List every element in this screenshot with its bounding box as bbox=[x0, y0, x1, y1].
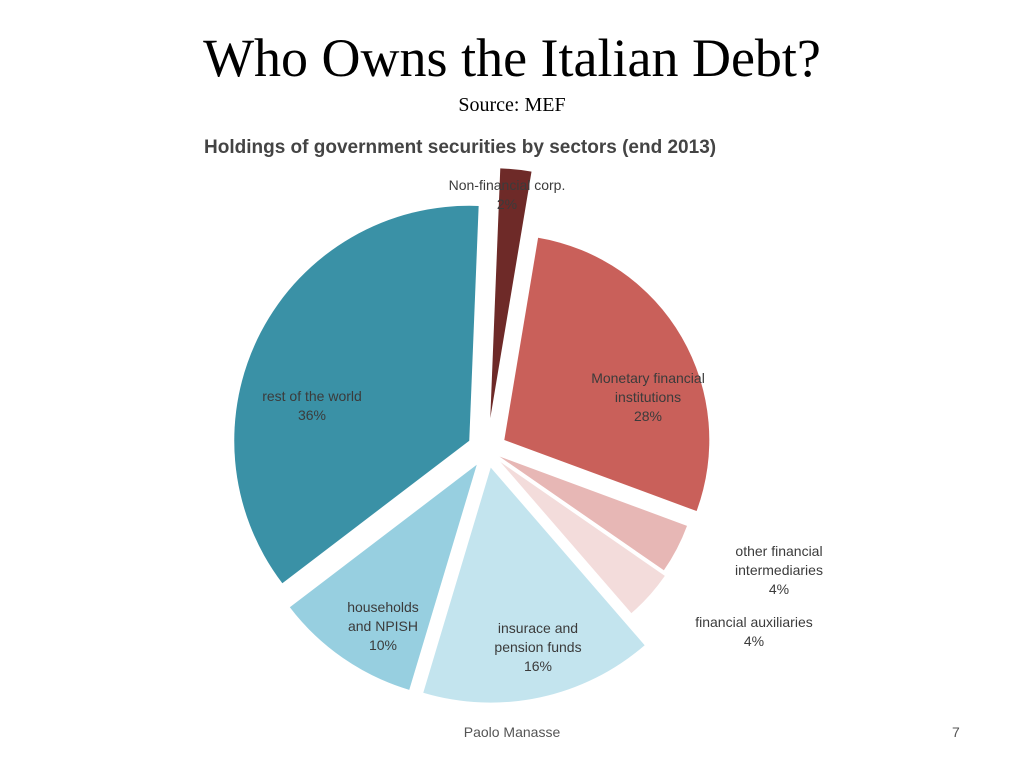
slice-label: households and NPISH 10% bbox=[347, 599, 419, 653]
slice-label: rest of the world 36% bbox=[262, 388, 362, 423]
slice-label: financial auxiliaries 4% bbox=[695, 614, 813, 649]
pie-slice bbox=[289, 464, 477, 690]
slice-label: insurace and pension funds 16% bbox=[494, 620, 581, 674]
slice-label: other financial intermediaries 4% bbox=[735, 543, 823, 597]
pie-slices bbox=[234, 168, 710, 703]
pie-slice bbox=[423, 467, 645, 703]
slice-label: Non-financial corp. 2% bbox=[449, 177, 566, 212]
pie-slice bbox=[234, 205, 479, 584]
slide-subtitle: Source: MEF bbox=[458, 94, 566, 116]
footer-author: Paolo Manasse bbox=[463, 724, 561, 740]
pie-slice bbox=[500, 462, 665, 614]
pie-slice bbox=[504, 237, 710, 512]
chart-title: Holdings of government securities by sec… bbox=[204, 137, 717, 158]
slice-label: Monetary financial institutions 28% bbox=[591, 370, 705, 424]
pie-labels: Non-financial corp. 2% Monetary financial i… bbox=[262, 177, 823, 674]
slide-title: Who Owns the Italian Debt? bbox=[203, 28, 821, 88]
pie-slice bbox=[490, 168, 532, 419]
pie-slice bbox=[499, 456, 688, 571]
page-number: 7 bbox=[952, 724, 960, 740]
